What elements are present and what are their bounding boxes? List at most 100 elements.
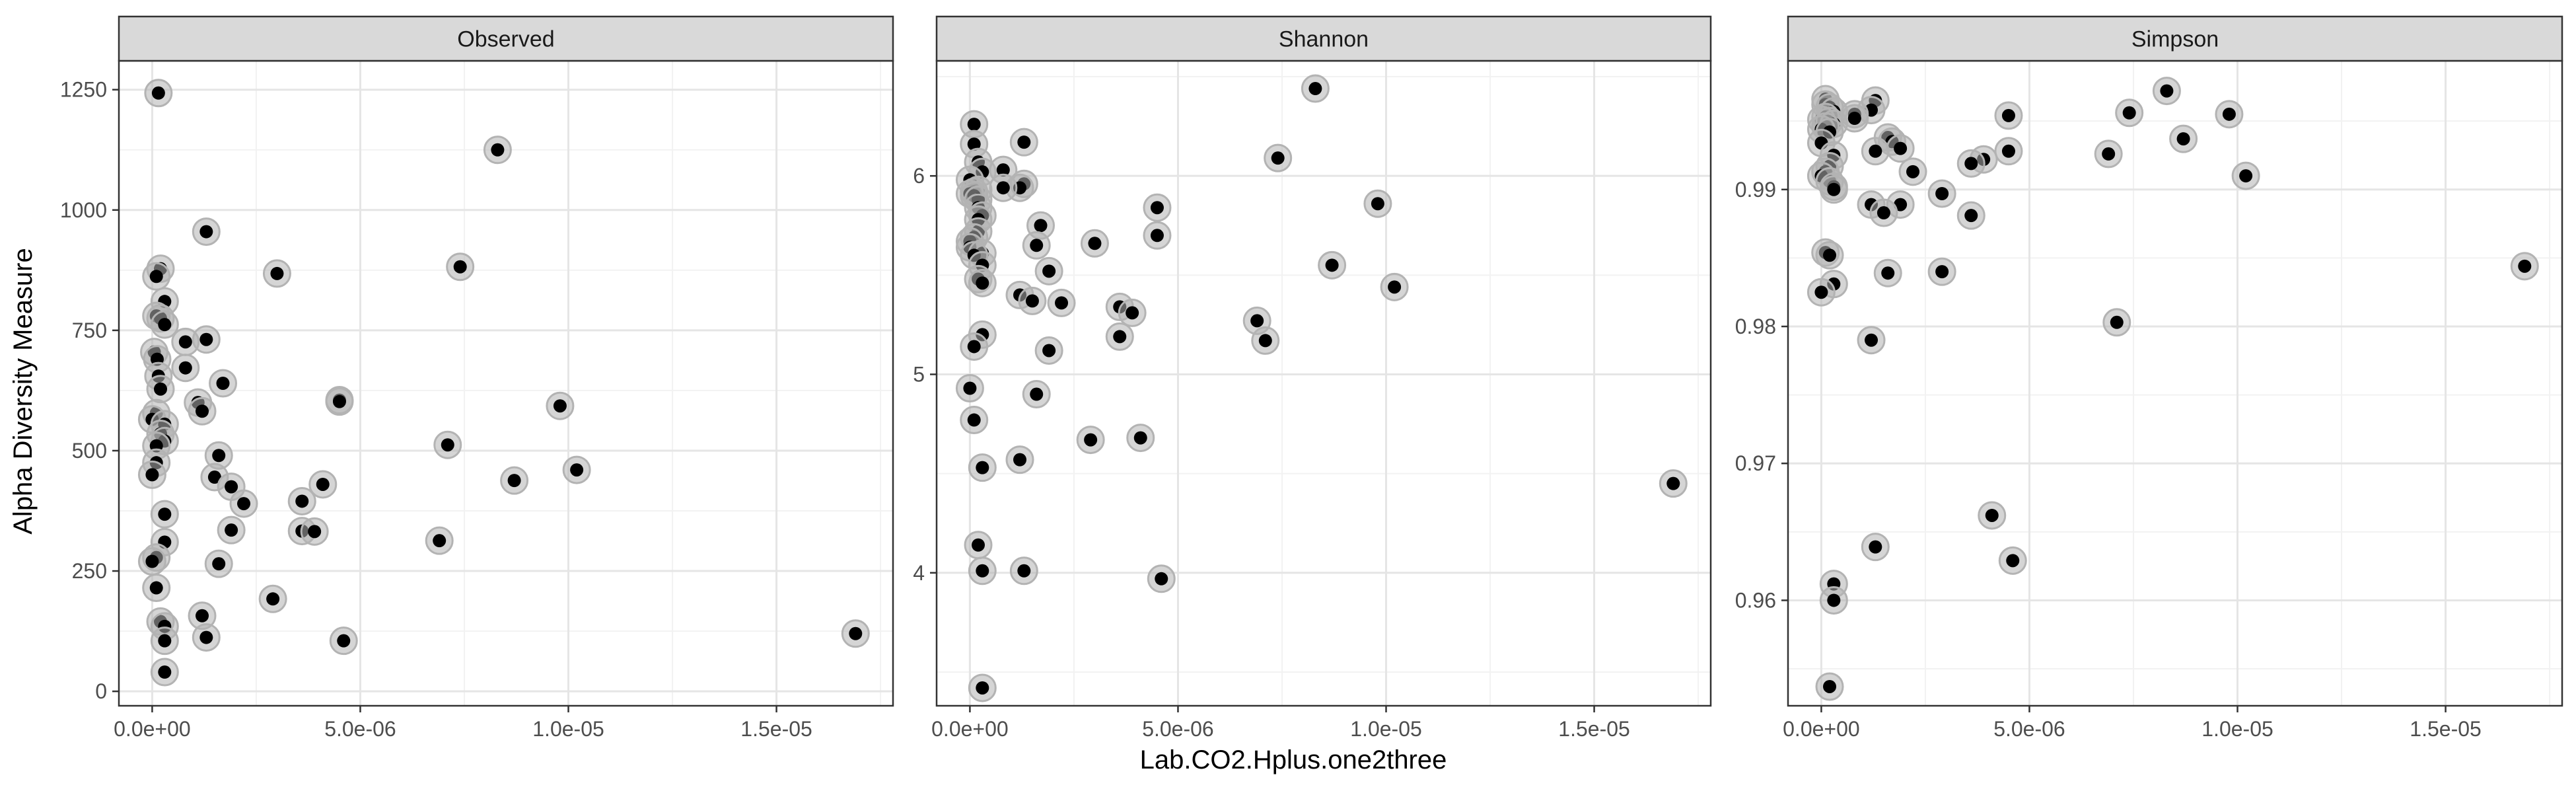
data-point bbox=[2122, 106, 2136, 120]
data-point bbox=[1113, 330, 1127, 344]
y-tick-label: 250 bbox=[72, 559, 107, 583]
facet-strip bbox=[935, 15, 1712, 62]
data-point bbox=[1126, 306, 1139, 320]
data-point bbox=[2239, 169, 2253, 183]
x-tick-label: 5.0e-06 bbox=[1993, 717, 2065, 741]
data-point bbox=[1985, 508, 1999, 522]
data-point bbox=[149, 581, 163, 595]
panel-observed: Observed 0.0e+00 5.0e-06 1.0e-05 1.5e-05 0 250… bbox=[60, 15, 894, 741]
data-point bbox=[178, 335, 192, 349]
data-point bbox=[1388, 280, 1402, 294]
data-point bbox=[199, 332, 213, 346]
data-point bbox=[996, 163, 1010, 177]
data-point bbox=[149, 270, 163, 283]
data-point bbox=[1155, 572, 1168, 585]
y-tick-label: 0.98 bbox=[1735, 315, 1776, 338]
data-point bbox=[2518, 259, 2532, 273]
data-point bbox=[158, 508, 172, 521]
data-point bbox=[158, 634, 172, 648]
data-point bbox=[212, 449, 226, 463]
data-point bbox=[2102, 147, 2116, 161]
data-point bbox=[491, 143, 505, 157]
data-point bbox=[1894, 198, 1908, 211]
data-point bbox=[963, 381, 977, 395]
data-point bbox=[1017, 564, 1031, 578]
data-point bbox=[1325, 258, 1339, 272]
data-point bbox=[570, 463, 584, 477]
data-point bbox=[433, 534, 447, 548]
data-point bbox=[1823, 248, 1837, 262]
data-point bbox=[967, 340, 981, 354]
y-tick-label: 1000 bbox=[60, 198, 107, 222]
data-point bbox=[1906, 165, 1920, 178]
data-point bbox=[1258, 334, 1272, 348]
data-point bbox=[1964, 157, 1978, 170]
data-point bbox=[225, 523, 238, 537]
data-point bbox=[151, 86, 165, 100]
data-point bbox=[158, 318, 172, 332]
x-tick-label: 1.0e-05 bbox=[2201, 717, 2273, 741]
y-axis-label: Alpha Diversity Measure bbox=[9, 248, 38, 535]
x-tick-label: 1.5e-05 bbox=[740, 717, 812, 741]
data-point bbox=[1017, 135, 1031, 149]
data-point bbox=[2110, 315, 2124, 329]
panel-simpson: Simpson 0.0e+00 5.0e-06 1.0e-05 1.5e-05 0.96 0… bbox=[1735, 15, 2563, 741]
data-point bbox=[967, 137, 981, 151]
data-point bbox=[1814, 285, 1828, 299]
x-tick-label: 0.0e+00 bbox=[114, 717, 191, 741]
data-point bbox=[308, 525, 322, 539]
data-point bbox=[1133, 431, 1147, 445]
data-point bbox=[2001, 108, 2015, 122]
x-tick-label: 0.0e+00 bbox=[1783, 717, 1860, 741]
facet-strip bbox=[118, 15, 894, 62]
data-point bbox=[2160, 84, 2174, 98]
y-tick-label: 4 bbox=[913, 561, 925, 585]
x-tick-label: 1.0e-05 bbox=[1350, 717, 1422, 741]
facet-strip-title: Observed bbox=[457, 27, 554, 52]
data-point bbox=[996, 181, 1010, 195]
panel-background bbox=[937, 61, 1711, 706]
x-tick-label: 1.5e-05 bbox=[2410, 717, 2482, 741]
data-point bbox=[1042, 264, 1056, 278]
data-point bbox=[553, 399, 567, 413]
data-point bbox=[1042, 344, 1056, 358]
data-point bbox=[225, 480, 238, 494]
data-point bbox=[237, 497, 251, 511]
data-point bbox=[337, 634, 351, 648]
data-point bbox=[1013, 453, 1027, 467]
data-point bbox=[2222, 107, 2236, 121]
data-point bbox=[212, 557, 226, 571]
data-point bbox=[1308, 82, 1322, 96]
data-point bbox=[453, 260, 467, 274]
data-point bbox=[154, 382, 168, 396]
x-tick-label: 5.0e-06 bbox=[1142, 717, 1214, 741]
data-point bbox=[2006, 554, 2020, 568]
data-point bbox=[976, 461, 989, 474]
y-tick-label: 0.99 bbox=[1735, 178, 1776, 202]
data-point bbox=[967, 413, 981, 427]
data-point bbox=[1271, 151, 1285, 165]
data-point bbox=[332, 395, 346, 408]
data-point bbox=[1869, 144, 1882, 158]
y-tick-label: 6 bbox=[913, 164, 925, 188]
data-point bbox=[1869, 540, 1882, 554]
data-point bbox=[1827, 593, 1841, 607]
data-point bbox=[976, 564, 989, 578]
data-point bbox=[295, 494, 309, 508]
data-point bbox=[1371, 197, 1384, 211]
data-point bbox=[976, 276, 989, 290]
data-point bbox=[216, 377, 230, 390]
data-point bbox=[507, 474, 521, 488]
data-point bbox=[1823, 679, 1837, 693]
data-point bbox=[196, 609, 209, 623]
data-point bbox=[145, 468, 159, 482]
data-point bbox=[316, 477, 330, 491]
data-point bbox=[199, 630, 213, 644]
data-point bbox=[1030, 387, 1044, 401]
y-tick-label: 0 bbox=[95, 679, 107, 703]
y-tick-label: 0.96 bbox=[1735, 588, 1776, 612]
data-point bbox=[1827, 182, 1841, 196]
data-point bbox=[1847, 112, 1861, 126]
data-point bbox=[967, 118, 981, 132]
